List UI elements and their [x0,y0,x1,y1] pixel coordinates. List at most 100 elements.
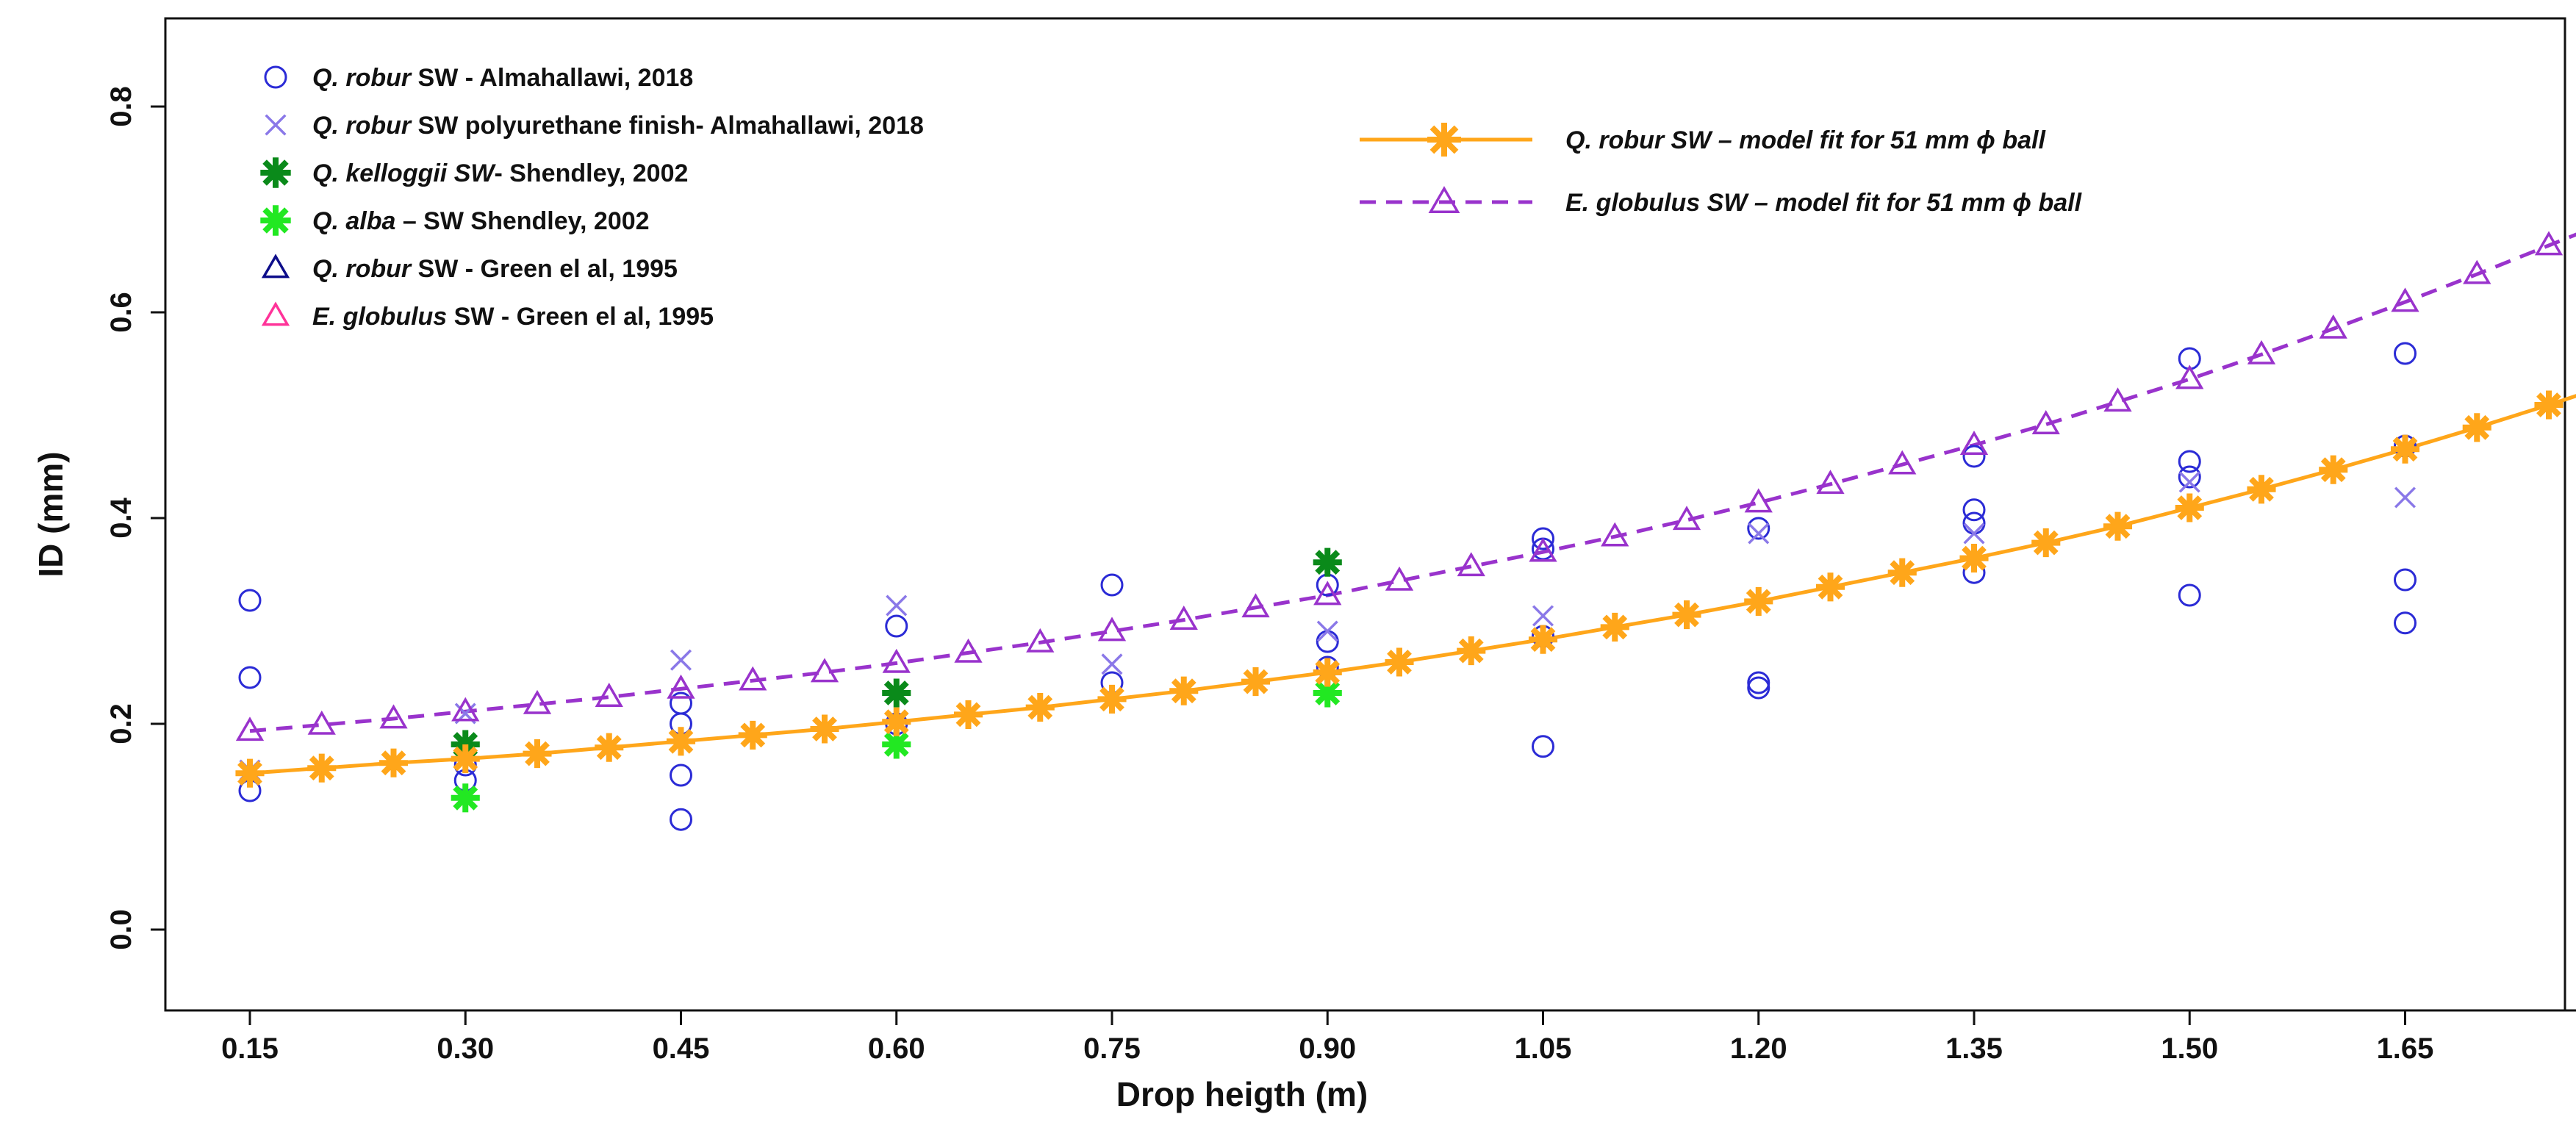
data-point [2247,475,2276,504]
data-point [1672,506,1701,531]
x-tick-label: 1.50 [2161,1032,2218,1065]
legend-source: SW - Almahallawi, 2018 [411,64,693,92]
data-point [2031,528,2061,558]
series-6 [235,390,2564,788]
data-point [523,689,552,714]
data-point [1747,671,1770,694]
data-point [451,744,480,774]
legend-label: Q. kelloggii SW- Shendley, 2002 [312,159,688,187]
data-point [1241,667,1271,697]
legend-species: E. globulus [312,303,447,331]
data-point [451,783,480,813]
data-point [307,710,336,735]
data-point [1026,628,1055,653]
legend-species: Q. robur [312,64,412,92]
data-point [810,714,839,744]
data-point [2534,390,2564,420]
data-point [2103,387,2132,412]
legend-source: SW - Green el al, 1995 [447,303,714,331]
data-point [1887,558,1917,587]
data-point [882,730,911,759]
data-point [1101,653,1123,675]
data-point [1169,676,1199,705]
data-point [1816,470,1845,495]
legend-marker [1427,123,1461,157]
data-point [667,674,695,699]
legend-label: E. globulus SW – model fit for 51 mm ϕ b… [1565,189,2083,217]
data-point [670,649,692,671]
legend-label: Q. robur SW – model fit for 51 mm ϕ ball [1565,126,2046,154]
data-point [1747,676,1770,700]
data-point [2463,259,2491,284]
data-point [1316,630,1339,653]
legend-source: – SW Shendley, 2002 [395,207,649,235]
data-point [235,758,265,788]
y-tick-label: 0.2 [105,703,137,744]
data-point [451,697,480,722]
data-point [1528,625,1558,654]
data-point [670,808,692,831]
x-tick-label: 0.30 [437,1032,494,1065]
data-point [1959,544,1989,573]
legend-species: Q. alba [312,207,395,235]
legend-marker [264,65,287,89]
x-tick-label: 0.75 [1083,1032,1141,1065]
x-tick-label: 0.60 [868,1032,925,1065]
series-2 [451,547,1342,759]
series-1 [239,471,2417,781]
x-tick-label: 0.90 [1299,1032,1356,1065]
data-point [1313,547,1342,577]
data-point [882,648,911,673]
data-point [1962,498,1986,522]
legend-species: Q. robur [312,255,412,283]
legend-marker [1428,186,1460,213]
data-point [595,683,623,707]
data-point [1385,647,1414,677]
legend-label: Q. robur SW - Almahallawi, 2018 [312,64,693,92]
legend-source: SW - Green el al, 1995 [411,255,678,283]
y-tick-label: 0.6 [105,292,137,333]
data-point [666,727,696,756]
data-point [379,704,408,729]
data-point [1747,517,1770,540]
legend-marker [261,301,290,326]
series-7 [235,231,2564,741]
data-point [953,700,983,729]
legend-source: SW polyurethane finish- Almahallawi, 201… [411,112,924,140]
data-point [2175,364,2204,389]
data-point [670,691,692,715]
data-point [1744,488,1773,513]
series-0 [238,342,2417,831]
data-point [1316,620,1338,642]
data-point [1385,566,1414,591]
data-point [1600,612,1629,642]
data-point [307,753,337,783]
data-point [451,730,480,759]
legend-label: E. globulus SW - Green el al, 1995 [312,303,714,331]
x-tick-label: 1.65 [2377,1032,2434,1065]
x-tick-label: 0.15 [221,1032,279,1065]
data-point [1457,636,1486,666]
y-axis-title: ID (mm) [32,451,70,577]
legend-label: Q. robur SW polyurethane finish- Almahal… [312,112,924,140]
y-tick-label: 0.4 [105,497,137,538]
legend-species: Q. robur [312,112,412,140]
data-point [378,748,409,777]
y-tick-label: 0.0 [105,909,137,950]
data-point [885,614,908,638]
data-point [1313,581,1342,606]
data-point [2394,611,2417,635]
data-point [1963,522,1985,545]
data-point [2319,314,2347,339]
data-point [235,716,265,741]
data-point [1241,593,1270,618]
series-line-7 [249,232,2576,733]
legend-label: Q. alba – SW Shendley, 2002 [312,207,650,235]
x-tick-label: 1.35 [1945,1032,2003,1065]
series-3 [451,678,1342,813]
x-tick-label: 1.05 [1515,1032,1572,1065]
data-point [882,707,911,736]
data-point [238,666,262,689]
data-point [1457,552,1485,577]
data-point [2175,493,2204,522]
